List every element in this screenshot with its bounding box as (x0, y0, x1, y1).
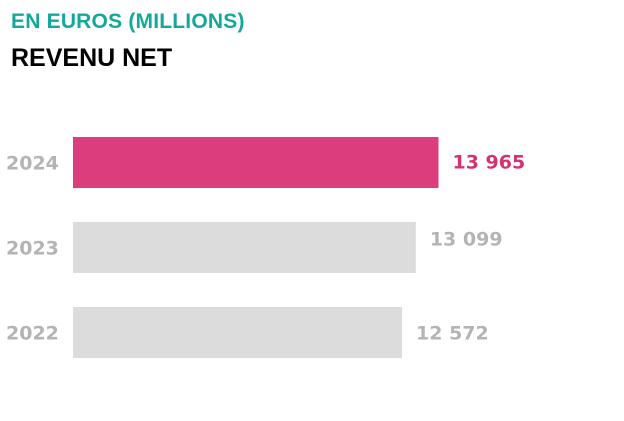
bar-2022 (73, 307, 403, 358)
chart-title: REVENU NET (11, 44, 173, 72)
bar-2023 (73, 222, 416, 273)
chart-subtitle: EN EUROS (MILLIONS) (11, 10, 245, 33)
value-label-2023: 13 099 (430, 229, 503, 251)
category-label-2023: 2023 (6, 238, 59, 260)
category-label-2022: 2022 (6, 323, 59, 345)
value-label-2024: 13 965 (453, 152, 526, 174)
bar-2024 (73, 137, 439, 188)
category-label-2024: 2024 (6, 153, 59, 175)
value-label-2022: 12 572 (416, 323, 489, 345)
